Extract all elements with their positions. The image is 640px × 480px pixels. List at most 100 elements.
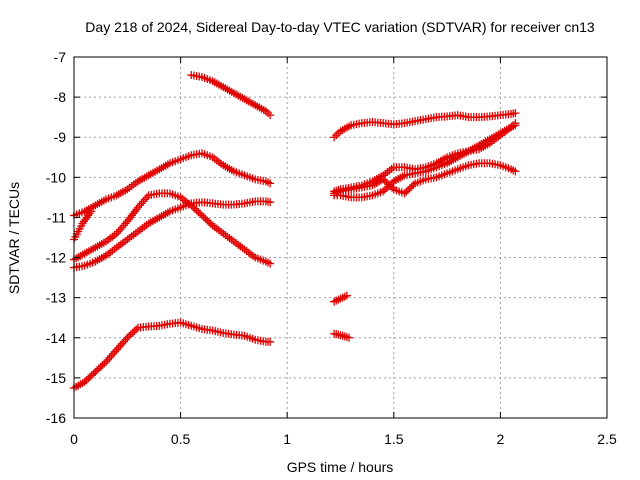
- series-track-h: [330, 119, 520, 196]
- data-point: [93, 366, 102, 375]
- data-point: [264, 178, 273, 187]
- data-point: [130, 327, 139, 336]
- data-point: [110, 347, 119, 356]
- data-point: [203, 216, 212, 225]
- data-point: [78, 219, 87, 228]
- y-tick-label: -12: [46, 250, 66, 266]
- data-point: [400, 189, 409, 198]
- data-point: [117, 339, 126, 348]
- data-point: [105, 353, 114, 362]
- data-point: [402, 187, 411, 196]
- data-point: [82, 376, 91, 385]
- data-point: [119, 337, 128, 346]
- data-point: [205, 218, 214, 227]
- data-point: [409, 181, 418, 190]
- data-point: [199, 213, 208, 222]
- data-point: [121, 219, 130, 228]
- series-track-i: [330, 121, 520, 202]
- data-point: [87, 207, 96, 216]
- data-point: [201, 214, 210, 223]
- y-tick-label: -16: [46, 410, 66, 426]
- series-track-g: [330, 109, 520, 142]
- data-point: [109, 349, 118, 358]
- data-point: [85, 372, 94, 381]
- data-point: [126, 330, 135, 339]
- data-point: [330, 133, 339, 142]
- data-point: [103, 355, 112, 364]
- y-tick-label: -8: [54, 89, 67, 105]
- data-point: [85, 209, 94, 218]
- data-point: [116, 225, 125, 234]
- grid: [74, 57, 607, 418]
- data-point: [194, 208, 203, 217]
- x-tick-label: 0: [70, 431, 78, 447]
- y-axis-label: SDTVAR / TECUs: [6, 182, 22, 294]
- data-point: [192, 206, 201, 215]
- x-tick-label: 1: [283, 431, 291, 447]
- x-tick-label: 1.5: [384, 431, 404, 447]
- data-point: [264, 258, 273, 267]
- data-point: [98, 361, 107, 370]
- series-track-l: [330, 329, 354, 342]
- data-point: [132, 325, 141, 334]
- chart-title: Day 218 of 2024, Sidereal Day-to-day VTE…: [85, 19, 595, 35]
- data-point: [197, 211, 206, 220]
- data-point: [125, 332, 134, 341]
- data-point: [100, 359, 109, 368]
- data-series: [70, 71, 520, 392]
- data-point: [137, 199, 146, 208]
- series-track-k: [330, 291, 351, 306]
- data-point: [123, 333, 132, 342]
- x-tick-label: 2: [497, 431, 505, 447]
- y-tick-label: -14: [46, 330, 66, 346]
- data-point: [380, 185, 389, 194]
- data-point: [132, 205, 141, 214]
- data-point: [332, 131, 341, 140]
- data-point: [121, 335, 130, 344]
- data-point: [117, 223, 126, 232]
- plot-frame: [73, 56, 608, 419]
- data-point: [266, 179, 275, 188]
- data-point: [266, 111, 275, 120]
- data-point: [511, 121, 520, 130]
- data-point: [345, 333, 354, 342]
- data-point: [127, 211, 136, 220]
- data-point: [129, 209, 138, 218]
- data-point: [126, 213, 135, 222]
- data-point: [107, 351, 116, 360]
- data-point: [407, 182, 416, 191]
- data-point: [135, 201, 144, 210]
- data-point: [80, 377, 89, 386]
- data-point: [266, 337, 275, 346]
- series-track-b: [70, 149, 275, 220]
- data-point: [82, 213, 91, 222]
- data-point: [196, 209, 205, 218]
- x-axis-label: GPS time / hours: [287, 459, 394, 475]
- data-point: [190, 204, 199, 213]
- series-track-d: [70, 197, 275, 272]
- data-point: [266, 259, 275, 268]
- data-point: [91, 367, 100, 376]
- data-point: [87, 371, 96, 380]
- data-point: [141, 195, 150, 204]
- y-tick-label: -10: [46, 169, 66, 185]
- data-point: [139, 197, 148, 206]
- series-track-a: [187, 71, 275, 120]
- data-point: [128, 328, 137, 337]
- data-point: [384, 180, 393, 189]
- data-point: [112, 229, 121, 238]
- data-point: [114, 227, 123, 236]
- data-point: [112, 345, 121, 354]
- data-point: [405, 184, 414, 193]
- data-point: [379, 187, 388, 196]
- data-point: [116, 341, 125, 350]
- data-point: [79, 217, 88, 226]
- data-point: [342, 332, 351, 341]
- data-point: [119, 221, 128, 230]
- y-tick-label: -9: [54, 129, 67, 145]
- y-tick-label: -13: [46, 290, 66, 306]
- series-track-f: [70, 318, 275, 392]
- data-point: [266, 198, 275, 207]
- x-tick-label: 0.5: [171, 431, 191, 447]
